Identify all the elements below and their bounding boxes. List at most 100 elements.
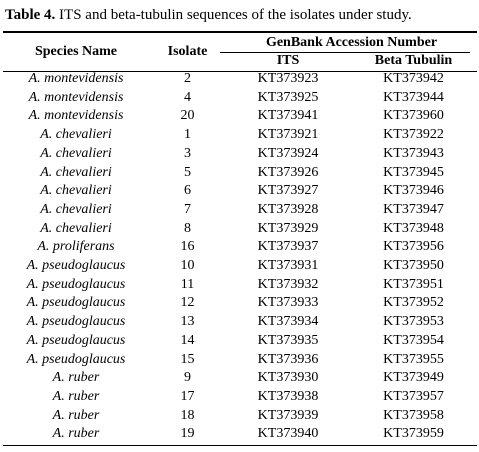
species-name-header: Species Name [34,44,118,59]
isolate-cell: 14 [180,332,195,348]
isolate-cell: 18 [180,407,195,423]
species-name-cell: A. pseudoglaucus [26,314,126,330]
its-header: ITS [276,53,300,68]
its-accession-cell: KT373933 [257,295,319,311]
species-name-cell: A. pseudoglaucus [26,332,126,348]
isolate-cell: 3 [184,145,191,161]
beta-tubulin-accession-cell: KT373947 [383,201,444,217]
table-row: A. pseudoglaucus 10 KT373931 KT373950 [3,257,477,276]
isolate-cell: 10 [180,258,195,274]
isolate-cell: 16 [180,239,195,255]
isolate-cell: 8 [184,220,191,236]
species-name-cell: A. chevalieri [40,164,112,180]
isolate-cell: 5 [184,164,191,180]
table-row: A. chevalieri 6 KT373927 KT373946 [3,182,477,201]
beta-tubulin-accession-cell: KT373954 [383,332,444,348]
beta-tubulin-accession-cell: KT373943 [383,145,444,161]
species-name-cell: A. chevalieri [40,201,112,217]
its-accession-cell: KT373921 [257,127,319,143]
top-rule [3,31,477,33]
its-accession-cell: KT373928 [257,201,319,217]
species-name-cell: A. chevalieri [40,127,112,143]
genbank-subheader-rule [220,52,470,53]
isolate-cell: 1 [184,127,191,143]
isolate-header: Isolate [167,44,208,59]
isolate-cell: 7 [184,201,191,217]
isolate-cell: 19 [180,426,195,442]
isolate-cell: 6 [184,183,191,199]
table-caption-text: ITS and beta-tubulin sequences of the is… [55,7,412,23]
species-name-cell: A. pseudoglaucus [26,258,126,274]
its-accession-cell: KT373938 [257,388,319,404]
its-accession-cell: KT373936 [257,351,319,367]
table-row: A. ruber 19 KT373940 KT373959 [3,425,477,444]
isolate-cell: 13 [180,314,195,330]
species-name-cell: A. montevidensis [28,108,124,124]
beta-tubulin-accession-cell: KT373944 [383,89,444,105]
species-name-cell: A. chevalieri [40,183,112,199]
species-name-cell: A. chevalieri [40,220,112,236]
beta-tubulin-accession-cell: KT373955 [383,351,444,367]
isolate-cell: 15 [180,351,195,367]
beta-tubulin-accession-cell: KT373945 [383,164,444,180]
its-accession-cell: KT373923 [257,71,319,86]
beta-tubulin-accession-cell: KT373957 [383,388,444,404]
its-accession-cell: KT373941 [257,108,319,124]
beta-tubulin-accession-cell: KT373949 [383,370,444,386]
isolate-cell: 20 [180,108,195,124]
beta-tubulin-accession-cell: KT373953 [383,314,444,330]
isolate-cell: 12 [180,295,195,311]
species-name-cell: A. ruber [52,407,100,423]
table-row: A. chevalieri 5 KT373926 KT373945 [3,164,477,183]
its-accession-cell: KT373940 [257,426,319,442]
table-caption: Table 4. ITS and beta-tubulin sequences … [5,6,475,24]
beta-tubulin-accession-cell: KT373950 [383,258,444,274]
table-row: A. proliferans 16 KT373937 KT373956 [3,238,477,257]
its-accession-cell: KT373926 [257,164,319,180]
beta-tubulin-accession-cell: KT373959 [383,426,444,442]
species-name-cell: A. chevalieri [40,145,112,161]
table-row: A. montevidensis 4 KT373925 KT373944 [3,89,477,108]
table-row: A. pseudoglaucus 15 KT373936 KT373955 [3,351,477,370]
its-accession-cell: KT373927 [257,183,319,199]
beta-tubulin-accession-cell: KT373960 [383,108,444,124]
its-accession-cell: KT373930 [257,370,319,386]
table-row: A. pseudoglaucus 11 KT373932 KT373951 [3,276,477,295]
its-accession-cell: KT373924 [257,145,319,161]
species-name-cell: A. montevidensis [28,89,124,105]
table-row: A. chevalieri 3 KT373924 KT373943 [3,145,477,164]
header-rule [3,71,477,72]
isolate-cell: 9 [184,370,191,386]
species-name-cell: A. ruber [52,388,100,404]
beta-tubulin-accession-cell: KT373951 [383,276,444,292]
isolate-cell: 11 [180,276,195,292]
table-row: A. ruber 18 KT373939 KT373958 [3,407,477,426]
its-accession-cell: KT373925 [257,89,319,105]
isolate-sequence-table: Species Name Isolate GenBank Accession N… [3,34,477,444]
beta-tubulin-accession-cell: KT373958 [383,407,444,423]
its-accession-cell: KT373935 [257,332,319,348]
isolate-cell: 2 [184,71,191,86]
genbank-accession-header: GenBank Accession Number [265,35,438,50]
table-row: A. chevalieri 7 KT373928 KT373947 [3,201,477,220]
table-row: A. pseudoglaucus 12 KT373933 KT373952 [3,294,477,313]
its-accession-cell: KT373929 [257,220,319,236]
table-body: A. montevidensis 2 KT373923 KT373942 A. mont… [3,70,477,444]
beta-tubulin-accession-cell: KT373942 [383,71,444,86]
beta-tubulin-accession-cell: KT373952 [383,295,444,311]
beta-tubulin-accession-cell: KT373922 [383,127,444,143]
table-row: A. chevalieri 1 KT373921 KT373922 [3,126,477,145]
species-name-cell: A. pseudoglaucus [26,276,126,292]
species-name-cell: A. proliferans [37,239,115,255]
isolate-cell: 4 [184,89,191,105]
its-accession-cell: KT373931 [257,258,319,274]
bottom-rule [3,445,477,446]
beta-tubulin-header: Beta Tubulin [374,53,453,68]
table-row: A. montevidensis 2 KT373923 KT373942 [3,70,477,89]
table-row: A. pseudoglaucus 13 KT373934 KT373953 [3,313,477,332]
table-row: A. ruber 9 KT373930 KT373949 [3,369,477,388]
its-accession-cell: KT373937 [257,239,319,255]
beta-tubulin-accession-cell: KT373956 [383,239,444,255]
species-name-cell: A. pseudoglaucus [26,295,126,311]
species-name-cell: A. ruber [52,426,100,442]
